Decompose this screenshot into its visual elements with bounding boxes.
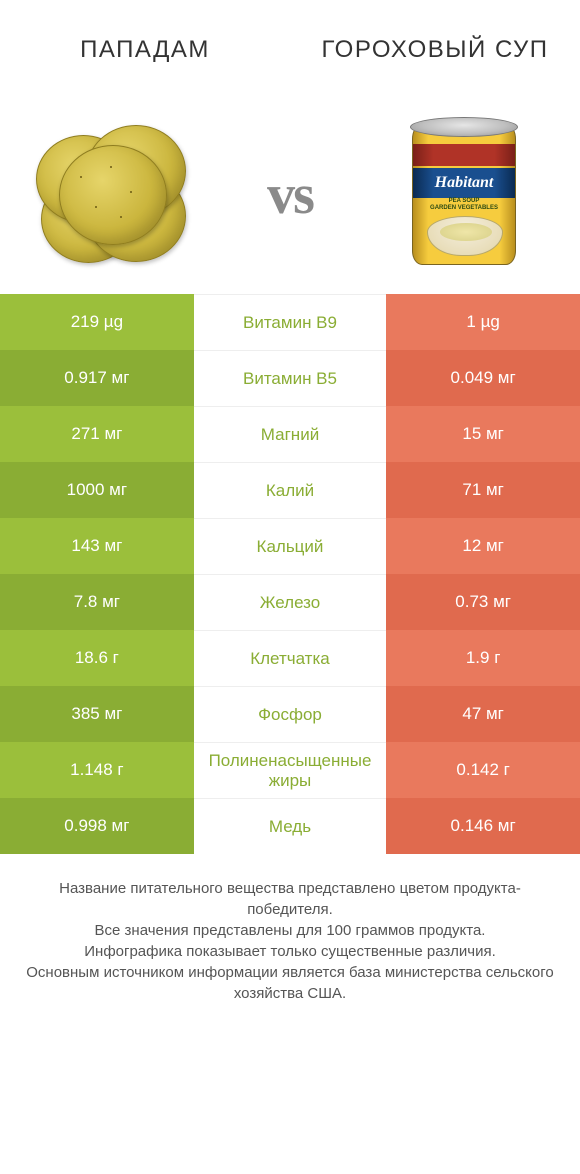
right-value: 71 мг (386, 462, 580, 518)
right-value: 1.9 г (386, 630, 580, 686)
nutrient-label: Железо (194, 574, 387, 630)
table-row: 1000 мгКалий71 мг (0, 462, 580, 518)
nutrient-label: Калий (194, 462, 387, 518)
table-row: 271 мгМагний15 мг (0, 406, 580, 462)
right-value: 15 мг (386, 406, 580, 462)
nutrition-table: 219 µgВитамин B91 µg0.917 мгВитамин B50.… (0, 294, 580, 854)
footnote-line: Все значения представлены для 100 граммо… (95, 922, 486, 939)
header-left: ПАПАДАМ (0, 25, 290, 75)
left-value: 271 мг (0, 406, 194, 462)
left-value: 7.8 мг (0, 574, 194, 630)
footnote-line: Инфографика показывает только существенн… (84, 943, 496, 960)
left-value: 18.6 г (0, 630, 194, 686)
nutrient-label: Витамин B9 (194, 294, 387, 350)
right-value: 47 мг (386, 686, 580, 742)
right-value: 1 µg (386, 294, 580, 350)
right-value: 0.146 мг (386, 798, 580, 854)
nutrient-label: Фосфор (194, 686, 387, 742)
header: ПАПАДАМ ГОРОХОВЫЙ СУП (0, 0, 580, 100)
left-value: 219 µg (0, 294, 194, 350)
table-row: 1.148 гПолиненасыщенные жиры0.142 г (0, 742, 580, 798)
header-right: ГОРОХОВЫЙ СУП (290, 25, 580, 75)
table-row: 7.8 мгЖелезо0.73 мг (0, 574, 580, 630)
left-value: 0.917 мг (0, 350, 194, 406)
papadam-illustration (31, 120, 201, 270)
nutrient-label: Клетчатка (194, 630, 387, 686)
right-value: 0.142 г (386, 742, 580, 798)
left-product-image (0, 120, 232, 270)
nutrient-label: Полиненасыщенные жиры (194, 742, 387, 798)
table-row: 0.998 мгМедь0.146 мг (0, 798, 580, 854)
images-row: vs Habitant PEA SOUP GARDEN VEGETABLES (0, 100, 580, 290)
footnote-line: Основным источником информации является … (26, 964, 553, 1002)
right-value: 12 мг (386, 518, 580, 574)
left-value: 143 мг (0, 518, 194, 574)
nutrient-label: Магний (194, 406, 387, 462)
left-value: 1.148 г (0, 742, 194, 798)
nutrient-label: Витамин B5 (194, 350, 387, 406)
nutrient-label: Кальций (194, 518, 387, 574)
left-value: 0.998 мг (0, 798, 194, 854)
table-row: 143 мгКальций12 мг (0, 518, 580, 574)
can-subtitle: PEA SOUP GARDEN VEGETABLES (413, 198, 515, 211)
table-row: 385 мгФосфор47 мг (0, 686, 580, 742)
footnote: Название питательного вещества представл… (0, 878, 580, 1024)
right-value: 0.049 мг (386, 350, 580, 406)
table-row: 18.6 гКлетчатка1.9 г (0, 630, 580, 686)
can-brand-label: Habitant (413, 168, 515, 198)
left-product-title: ПАПАДАМ (20, 35, 270, 65)
table-row: 219 µgВитамин B91 µg (0, 294, 580, 350)
left-value: 1000 мг (0, 462, 194, 518)
soup-can-illustration: Habitant PEA SOUP GARDEN VEGETABLES (404, 115, 524, 275)
footnote-line: Название питательного вещества представл… (59, 880, 521, 918)
right-product-image: Habitant PEA SOUP GARDEN VEGETABLES (348, 115, 580, 275)
right-product-title: ГОРОХОВЫЙ СУП (310, 35, 560, 65)
left-value: 385 мг (0, 686, 194, 742)
table-row: 0.917 мгВитамин B50.049 мг (0, 350, 580, 406)
nutrient-label: Медь (194, 798, 387, 854)
vs-label: vs (232, 163, 348, 227)
right-value: 0.73 мг (386, 574, 580, 630)
